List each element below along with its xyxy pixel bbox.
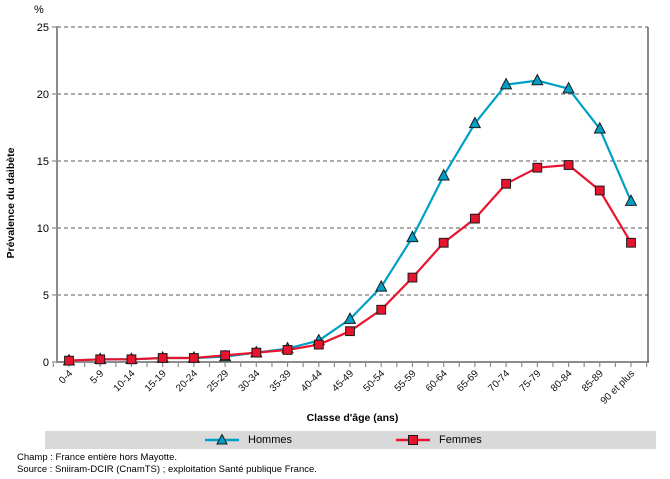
x-tick-label: 20-24 [174, 368, 200, 394]
x-tick-label: 70-74 [486, 368, 512, 394]
footnote-source: Source : Sniiram-DCIR (CnamTS) ; exploit… [17, 463, 317, 475]
marker-square-femmes [251, 347, 262, 358]
legend: Hommes Femmes [45, 431, 656, 449]
marker-square-femmes [345, 326, 355, 337]
marker-square-femmes [594, 185, 605, 196]
marker-triangle-hommes [499, 77, 513, 90]
x-tick-label: 75-79 [518, 368, 544, 394]
x-tick-label: 45-49 [330, 368, 356, 394]
marker-square-femmes [64, 355, 74, 366]
x-tick-label: 35-39 [268, 368, 294, 394]
x-tick-label: 85-89 [580, 368, 606, 394]
marker-square-femmes [220, 350, 231, 361]
y-tick-label: 0 [43, 357, 49, 369]
hommes-line-triangle-icon [205, 434, 239, 445]
marker-triangle-hommes [593, 121, 607, 134]
x-tick-label: 65-69 [455, 368, 481, 394]
footnote-champ: Champ : France entière hors Mayotte. [17, 452, 177, 463]
x-tick-label: 60-64 [424, 368, 450, 394]
marker-triangle-hommes [374, 279, 388, 292]
marker-triangle-hommes [562, 81, 575, 94]
legend-item-hommes: Hommes [205, 431, 292, 449]
x-tick-label: 50-54 [361, 368, 387, 394]
marker-square-femmes [532, 162, 543, 173]
marker-square-femmes [563, 160, 574, 170]
legend-label-hommes: Hommes [248, 434, 293, 446]
marker-square-femmes [157, 353, 168, 363]
x-axis-title: Classe d'âge (ans) [306, 412, 399, 424]
y-tick-label: 5 [43, 290, 49, 302]
y-axis-unit-label: % [34, 4, 44, 16]
marker-square-femmes [282, 345, 293, 355]
x-tick-label: 30-34 [237, 368, 263, 394]
marker-square-femmes [438, 237, 449, 248]
x-tick-label: 0-4 [57, 368, 75, 386]
y-tick-label: 15 [37, 156, 49, 168]
marker-square-femmes [469, 213, 480, 224]
femmes-line-square-icon [396, 435, 430, 445]
y-tick-label: 25 [37, 22, 49, 34]
y-tick-label: 10 [37, 223, 49, 235]
x-tick-label: 90 et plus [599, 368, 637, 406]
marker-square-femmes [188, 353, 199, 363]
x-tick-label: 5-9 [88, 368, 106, 386]
marker-square-femmes [626, 237, 636, 248]
marker-triangle-hommes [624, 194, 638, 206]
x-tick-label: 15-19 [143, 368, 169, 394]
marker-square-femmes [407, 272, 418, 283]
x-tick-label: 55-59 [393, 368, 419, 394]
marker-square-femmes [313, 339, 324, 350]
x-tick-label: 10-14 [112, 368, 138, 394]
marker-triangle-hommes [531, 73, 544, 86]
y-tick-label: 20 [37, 89, 49, 101]
legend-label-femmes: Femmes [439, 434, 482, 446]
footnotes: Champ : France entière hors Mayotte. Sou… [17, 452, 317, 475]
marker-square-femmes [501, 178, 512, 189]
marker-triangle-hommes [468, 116, 482, 129]
marker-triangle-hommes [406, 230, 419, 243]
x-tick-label: 25-29 [205, 368, 231, 394]
marker-square-femmes [126, 354, 137, 365]
marker-triangle-hommes [343, 312, 357, 324]
plot-area: 0 5 10 15 20 25 0-4 5-9 10-14 15-19 20-24 25-29 30-3… [37, 22, 649, 407]
marker-square-femmes [376, 304, 387, 315]
legend-item-femmes: Femmes [396, 431, 482, 449]
x-tick-label: 80-84 [549, 368, 575, 394]
marker-triangle-hommes [437, 168, 450, 181]
marker-square-femmes [95, 354, 106, 365]
x-tick-label: 40-44 [299, 368, 325, 394]
